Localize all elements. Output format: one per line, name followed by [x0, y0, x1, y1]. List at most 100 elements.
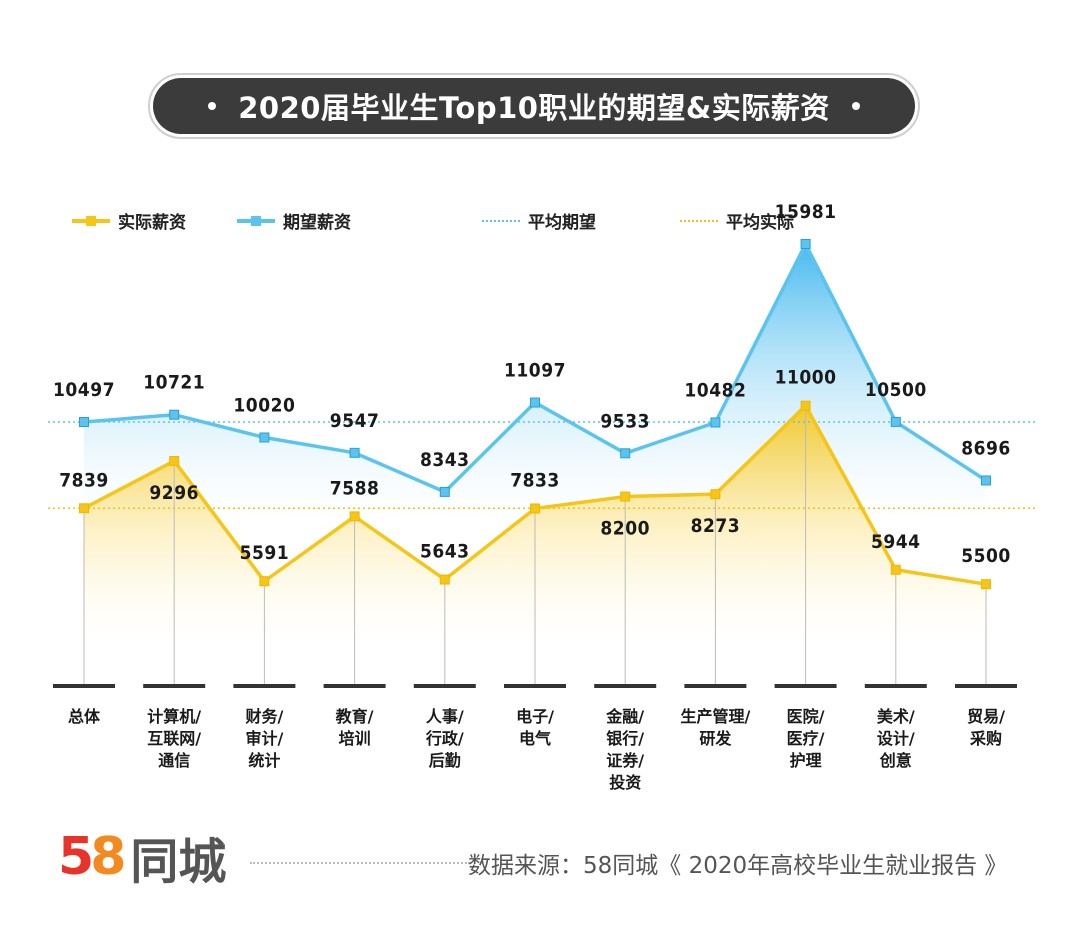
data-source: 数据来源：58同城《 2020年高校毕业生就业报告 》 [468, 853, 1008, 879]
legend-avg-actual: 平均实际 [680, 208, 1035, 233]
legend-label: 平均实际 [726, 213, 794, 233]
expected-label: 11097 [504, 360, 566, 382]
category-label: 护理 [790, 751, 822, 770]
legend-avg-expected: 平均期望 [482, 208, 642, 233]
line-chart: 10497 10721 10020 9547 8343 11097 9533 10482 159… [48, 201, 1036, 792]
expected-label: 10482 [684, 379, 746, 401]
category-label: 行政/ [425, 729, 464, 748]
expected-point [349, 447, 360, 458]
category-label: 培训 [339, 729, 371, 748]
category-label: 教育/ [336, 707, 374, 726]
category-label: 采购 [969, 729, 1002, 748]
category-base-bar [594, 684, 657, 688]
expected-point [79, 417, 89, 427]
actual-point [259, 576, 270, 587]
expected-point [981, 475, 991, 486]
legend-expected: 期望薪资 [237, 208, 547, 233]
category-label: 投资 [609, 773, 641, 792]
actual-label: 5500 [961, 545, 1011, 567]
actual-point [169, 455, 180, 466]
actual-label: 7839 [59, 469, 109, 491]
brand-logo: 5 8 同城 [58, 822, 226, 892]
category-label: 研发 [699, 729, 732, 748]
expected-point [710, 417, 721, 428]
actual-label: 5591 [240, 542, 290, 564]
category-label: 贸易/ [967, 707, 1005, 726]
category-label: 银行/ [606, 729, 644, 748]
category-label: 统计 [248, 751, 280, 770]
actual-point [620, 491, 631, 502]
actual-point [79, 503, 89, 514]
category-label: 生产管理/ [680, 707, 750, 726]
category-label: 总体 [68, 707, 101, 726]
category-label: 互联网/ [147, 729, 201, 748]
actual-label: 7833 [510, 469, 560, 491]
legend-label: 期望薪资 [283, 213, 351, 233]
expected-label: 10497 [53, 379, 115, 401]
title-banner: 2020届毕业生Top10职业的期望&实际薪资 [148, 73, 920, 139]
expected-label: 8696 [961, 437, 1011, 459]
expected-label: 10020 [233, 394, 295, 416]
category-label: 人事/ [426, 707, 464, 726]
logo-text: 同城 [130, 834, 227, 890]
category-label: 计算机/ [147, 707, 201, 726]
category-base-bar [684, 684, 747, 688]
actual-point [981, 579, 991, 590]
actual-point [890, 564, 901, 575]
expected-label: 10500 [865, 379, 927, 401]
expected-point [530, 397, 540, 408]
category-base-bar [53, 684, 115, 688]
category-label: 电子/ [516, 707, 554, 726]
category-base-bar [774, 684, 837, 688]
chart-title: 2020届毕业生Top10职业的期望&实际薪资 [238, 91, 830, 125]
expected-point [620, 448, 631, 459]
category-label: 医院/ [787, 707, 825, 726]
expected-point [890, 416, 901, 427]
legend-label: 实际薪资 [118, 213, 186, 233]
category-label: 美术/ [877, 707, 915, 726]
logo-digit: 5 [58, 827, 95, 887]
category-label: 通信 [158, 751, 190, 770]
actual-point [800, 400, 811, 411]
category-base-bar [233, 684, 296, 688]
actual-label: 9296 [149, 482, 199, 504]
category-label: 金融/ [605, 707, 644, 726]
expected-label: 9547 [330, 410, 380, 432]
actual-point [710, 489, 721, 500]
legend-label: 平均期望 [528, 213, 596, 233]
expected-point [800, 239, 811, 250]
legend-swatch-expected [237, 215, 275, 226]
category-label: 医疗/ [787, 729, 825, 748]
actual-point [530, 503, 540, 514]
logo-digit: 8 [90, 827, 127, 887]
expected-label: 15981 [775, 201, 837, 223]
category-label: 创意 [879, 751, 912, 770]
actual-label: 7588 [330, 477, 380, 499]
category-base-bar [864, 684, 927, 688]
category-label: 设计/ [877, 729, 915, 748]
legend-swatch-avg-actual [680, 219, 718, 222]
footer: 5 8 同城 数据来源：58同城《 2020年高校毕业生就业报告 》 [58, 822, 1038, 892]
legend: 实际薪资 期望薪资 平均期望 平均实际 [72, 208, 1035, 233]
actual-label: 8273 [691, 515, 741, 537]
category-base-bar [413, 684, 476, 688]
actual-point [349, 511, 360, 522]
actual-label: 8200 [600, 518, 650, 540]
category-label: 审计/ [245, 729, 283, 748]
category-base-bar [955, 684, 1017, 688]
expected-label: 9533 [600, 410, 650, 432]
actual-point [439, 574, 450, 585]
divider [250, 862, 470, 864]
legend-swatch-actual [72, 215, 110, 226]
category-label: 财务/ [244, 707, 283, 726]
actual-label: 5944 [871, 531, 921, 553]
category-base-bar [504, 684, 566, 688]
category-base-bar [323, 684, 386, 688]
actual-label: 11000 [775, 367, 837, 389]
expected-point [259, 432, 270, 443]
expected-point [439, 486, 450, 497]
category-base-bar [143, 684, 206, 688]
legend-actual: 实际薪资 [72, 208, 402, 233]
category-label: 电气 [519, 729, 551, 748]
expected-label: 8343 [420, 449, 470, 471]
